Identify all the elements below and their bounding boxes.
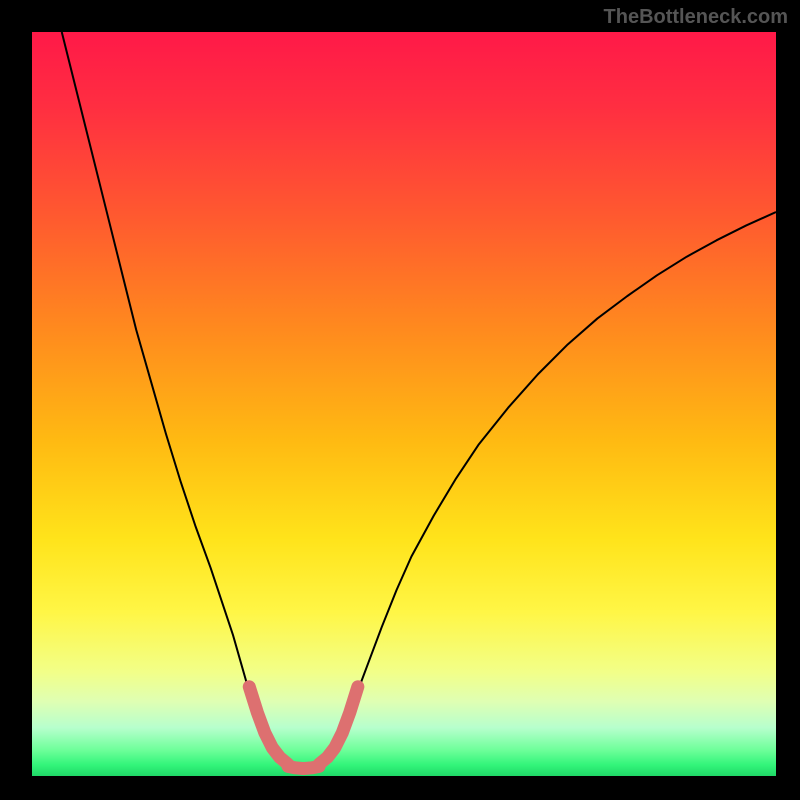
gradient-background (32, 32, 776, 776)
watermark-text: TheBottleneck.com (604, 6, 788, 29)
plot-area (32, 32, 776, 776)
chart-svg (32, 32, 776, 776)
